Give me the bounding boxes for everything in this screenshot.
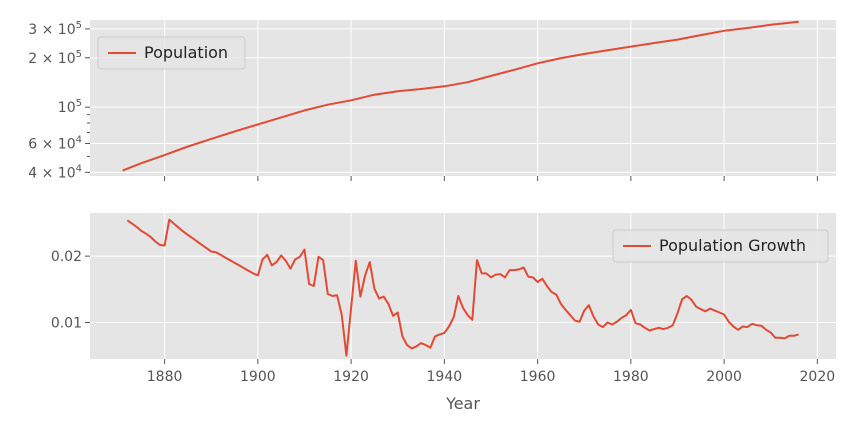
y-tick-label-exponent: 4 (76, 163, 82, 174)
y-tick-label: 2 × 105 (28, 49, 82, 67)
x-tick-label: 1940 (427, 369, 463, 385)
panel-2: 0.01 0.02 1880 1900 1920 1940 1960 1980 2000 2020… (51, 213, 836, 413)
y-tick-label-base: 4 × 10 (28, 165, 75, 181)
y-tick-label: 105 (58, 98, 82, 116)
y-tick-label-exponent: 5 (76, 49, 82, 60)
y-tick-label-base: 2 × 10 (28, 51, 75, 67)
y-tick-label-base: 3 × 10 (28, 22, 75, 38)
y-tick-label-exponent: 5 (76, 98, 82, 109)
x-tick-label: 1920 (333, 369, 369, 385)
y-tick-label: 4 × 104 (28, 163, 82, 181)
legend-box (612, 229, 829, 263)
x-tick-label: 1900 (240, 369, 276, 385)
y-tick-label: 0.01 (51, 316, 82, 332)
y-tick-label: 0.02 (51, 249, 82, 265)
x-axis-label: Year (445, 394, 480, 413)
y-tick-label-exponent: 5 (76, 20, 82, 31)
y-tick-label: 3 × 105 (28, 20, 82, 38)
x-tick-label: 2020 (800, 369, 836, 385)
x-tick-label: 1980 (613, 369, 649, 385)
legend-label: Population Growth (659, 236, 806, 255)
y-tick-label-exponent: 4 (76, 134, 82, 145)
x-tick-label: 1960 (520, 369, 556, 385)
y-tick-label-base: 10 (58, 100, 76, 116)
x-tick-label: 2000 (706, 369, 742, 385)
y-tick-label-base: 6 × 10 (28, 136, 75, 152)
series-line (126, 218, 799, 357)
series-line (122, 20, 799, 172)
legend-box (97, 36, 246, 70)
legend-label: Population (144, 43, 228, 62)
y-tick-label: 6 × 104 (28, 134, 82, 152)
x-tick-label: 1880 (147, 369, 183, 385)
